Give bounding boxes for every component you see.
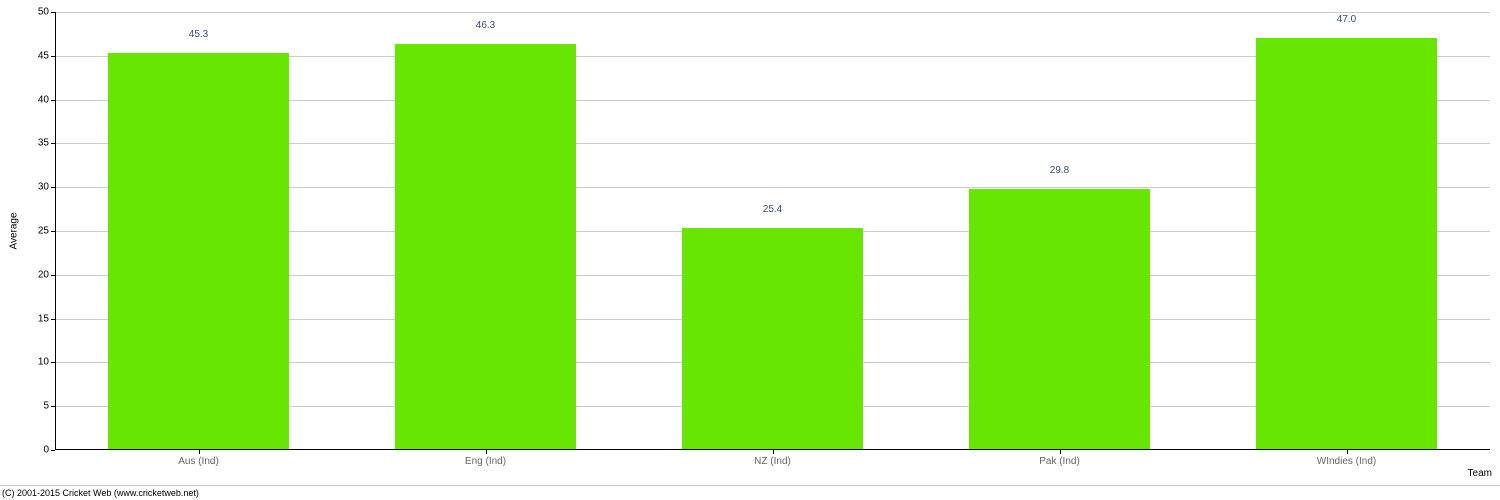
bar (395, 44, 576, 450)
chart-container: 0 5 10 15 20 25 30 35 40 45 50 45.3 Aus (Ind) 46.3 Eng… (0, 0, 1500, 500)
y-axis-line (55, 12, 56, 450)
bar-value-label: 45.3 (189, 29, 208, 40)
bar (682, 228, 863, 451)
x-tick-label: Aus (Ind) (178, 450, 219, 467)
y-axis-title: Average (9, 212, 20, 249)
bar-value-label: 46.3 (476, 20, 495, 31)
y-tick-label: 5 (43, 401, 55, 412)
x-tick-label: Pak (Ind) (1039, 450, 1080, 467)
y-tick-label: 0 (43, 445, 55, 456)
copyright-text: (C) 2001-2015 Cricket Web (www.cricketwe… (2, 488, 199, 498)
y-tick-label: 25 (38, 226, 55, 237)
x-tick-label: Eng (Ind) (465, 450, 506, 467)
bar-value-label: 47.0 (1337, 14, 1356, 25)
y-tick-label: 15 (38, 313, 55, 324)
y-tick-label: 40 (38, 94, 55, 105)
y-tick-label: 30 (38, 182, 55, 193)
x-tick-label: NZ (Ind) (754, 450, 791, 467)
gridline (55, 12, 1490, 13)
bar-value-label: 25.4 (763, 204, 782, 215)
x-axis-line (55, 449, 1490, 450)
x-tick-label: WIndies (Ind) (1317, 450, 1376, 467)
y-tick-label: 50 (38, 7, 55, 18)
y-tick-label: 35 (38, 138, 55, 149)
y-tick-label: 10 (38, 357, 55, 368)
y-tick-label: 45 (38, 50, 55, 61)
bar-value-label: 29.8 (1050, 165, 1069, 176)
y-tick-label: 20 (38, 269, 55, 280)
copyright-divider (0, 485, 1500, 486)
bar (108, 53, 289, 450)
bar (1256, 38, 1437, 450)
plot-area: 0510152025303540455045.3Aus (Ind)46.3Eng… (55, 12, 1490, 450)
x-axis-title: Team (1468, 468, 1492, 479)
bar (969, 189, 1150, 450)
